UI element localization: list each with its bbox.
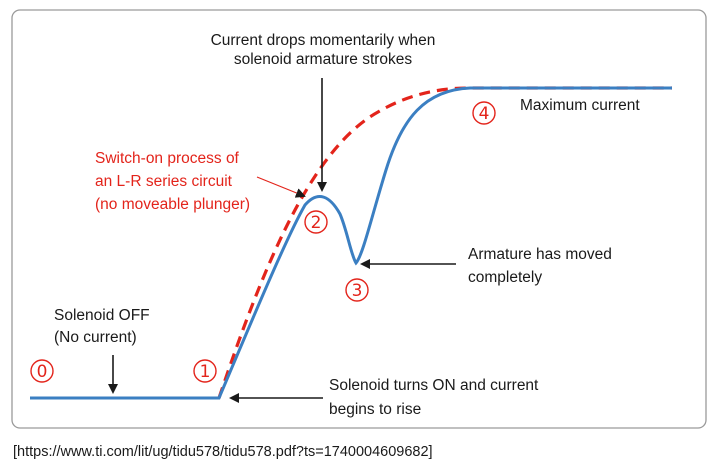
label-turns-on-line1: Solenoid turns ON and current: [329, 377, 539, 394]
label-max-current: Maximum current: [520, 97, 640, 114]
solenoid-current-curve: [30, 86, 672, 400]
label-solenoid-off-line1: Solenoid OFF: [54, 307, 150, 324]
label-switch-on-line3: (no moveable plunger): [95, 196, 250, 213]
marker-3: 3: [345, 278, 369, 302]
lr-circuit-curve: [217, 86, 672, 399]
marker-0-circle: [30, 359, 54, 383]
marker-3-circle: [345, 278, 369, 302]
marker-1-circle: [193, 359, 217, 383]
diagram-frame: [11, 9, 707, 429]
label-turns-on-line2: begins to rise: [329, 401, 421, 418]
label-current-drops-line2: solenoid armature strokes: [234, 51, 413, 68]
source-citation: [https://www.ti.com/lit/ug/tidu578/tidu5…: [13, 444, 433, 460]
marker-4-number: 4: [479, 104, 490, 124]
label-switch-on-line2: an L-R series circuit: [95, 173, 233, 190]
marker-3-number: 3: [352, 281, 363, 301]
marker-2-circle: [304, 210, 328, 234]
marker-1: 1: [193, 359, 217, 383]
arrow-switch-on: [256, 176, 306, 198]
marker-0: 0: [30, 359, 54, 383]
marker-0-number: 0: [37, 362, 48, 382]
marker-4-circle: [472, 101, 496, 125]
label-switch-on-line1: Switch-on process of: [95, 150, 240, 167]
label-solenoid-off-line2: (No current): [54, 329, 137, 346]
marker-2-number: 2: [311, 213, 322, 233]
label-armature-moved-line2: completely: [468, 269, 542, 286]
marker-1-number: 1: [200, 362, 211, 382]
label-armature-moved-line1: Armature has moved: [468, 246, 612, 263]
label-current-drops-line1: Current drops momentarily when: [211, 32, 436, 49]
marker-2: 2: [304, 210, 328, 234]
marker-4: 4: [472, 101, 496, 125]
